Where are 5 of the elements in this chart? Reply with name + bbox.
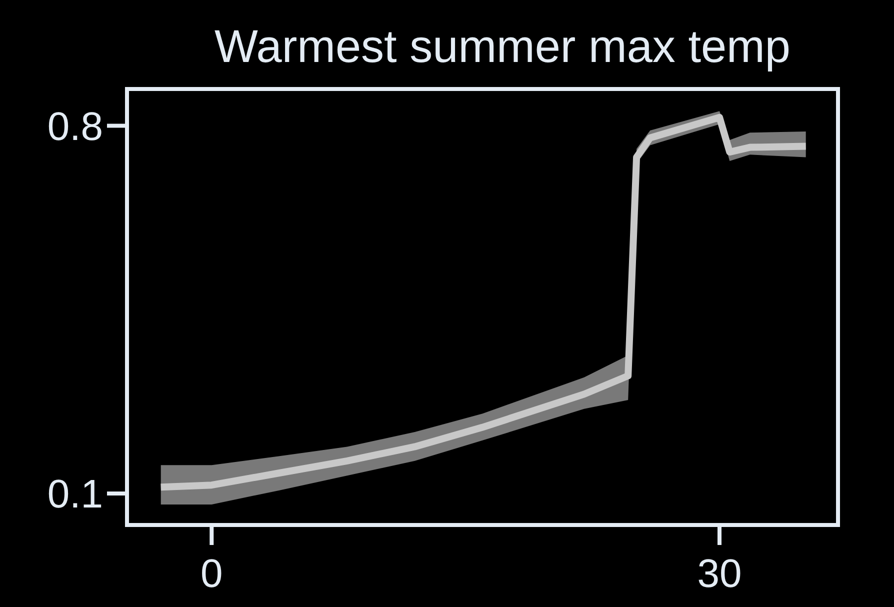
y-tick-label: 0.1 [47, 472, 103, 516]
chart-title: Warmest summer max temp [214, 20, 790, 72]
x-tick-label: 30 [697, 552, 742, 596]
y-tick-label: 0.8 [47, 104, 103, 149]
x-tick-label: 0 [200, 552, 223, 596]
